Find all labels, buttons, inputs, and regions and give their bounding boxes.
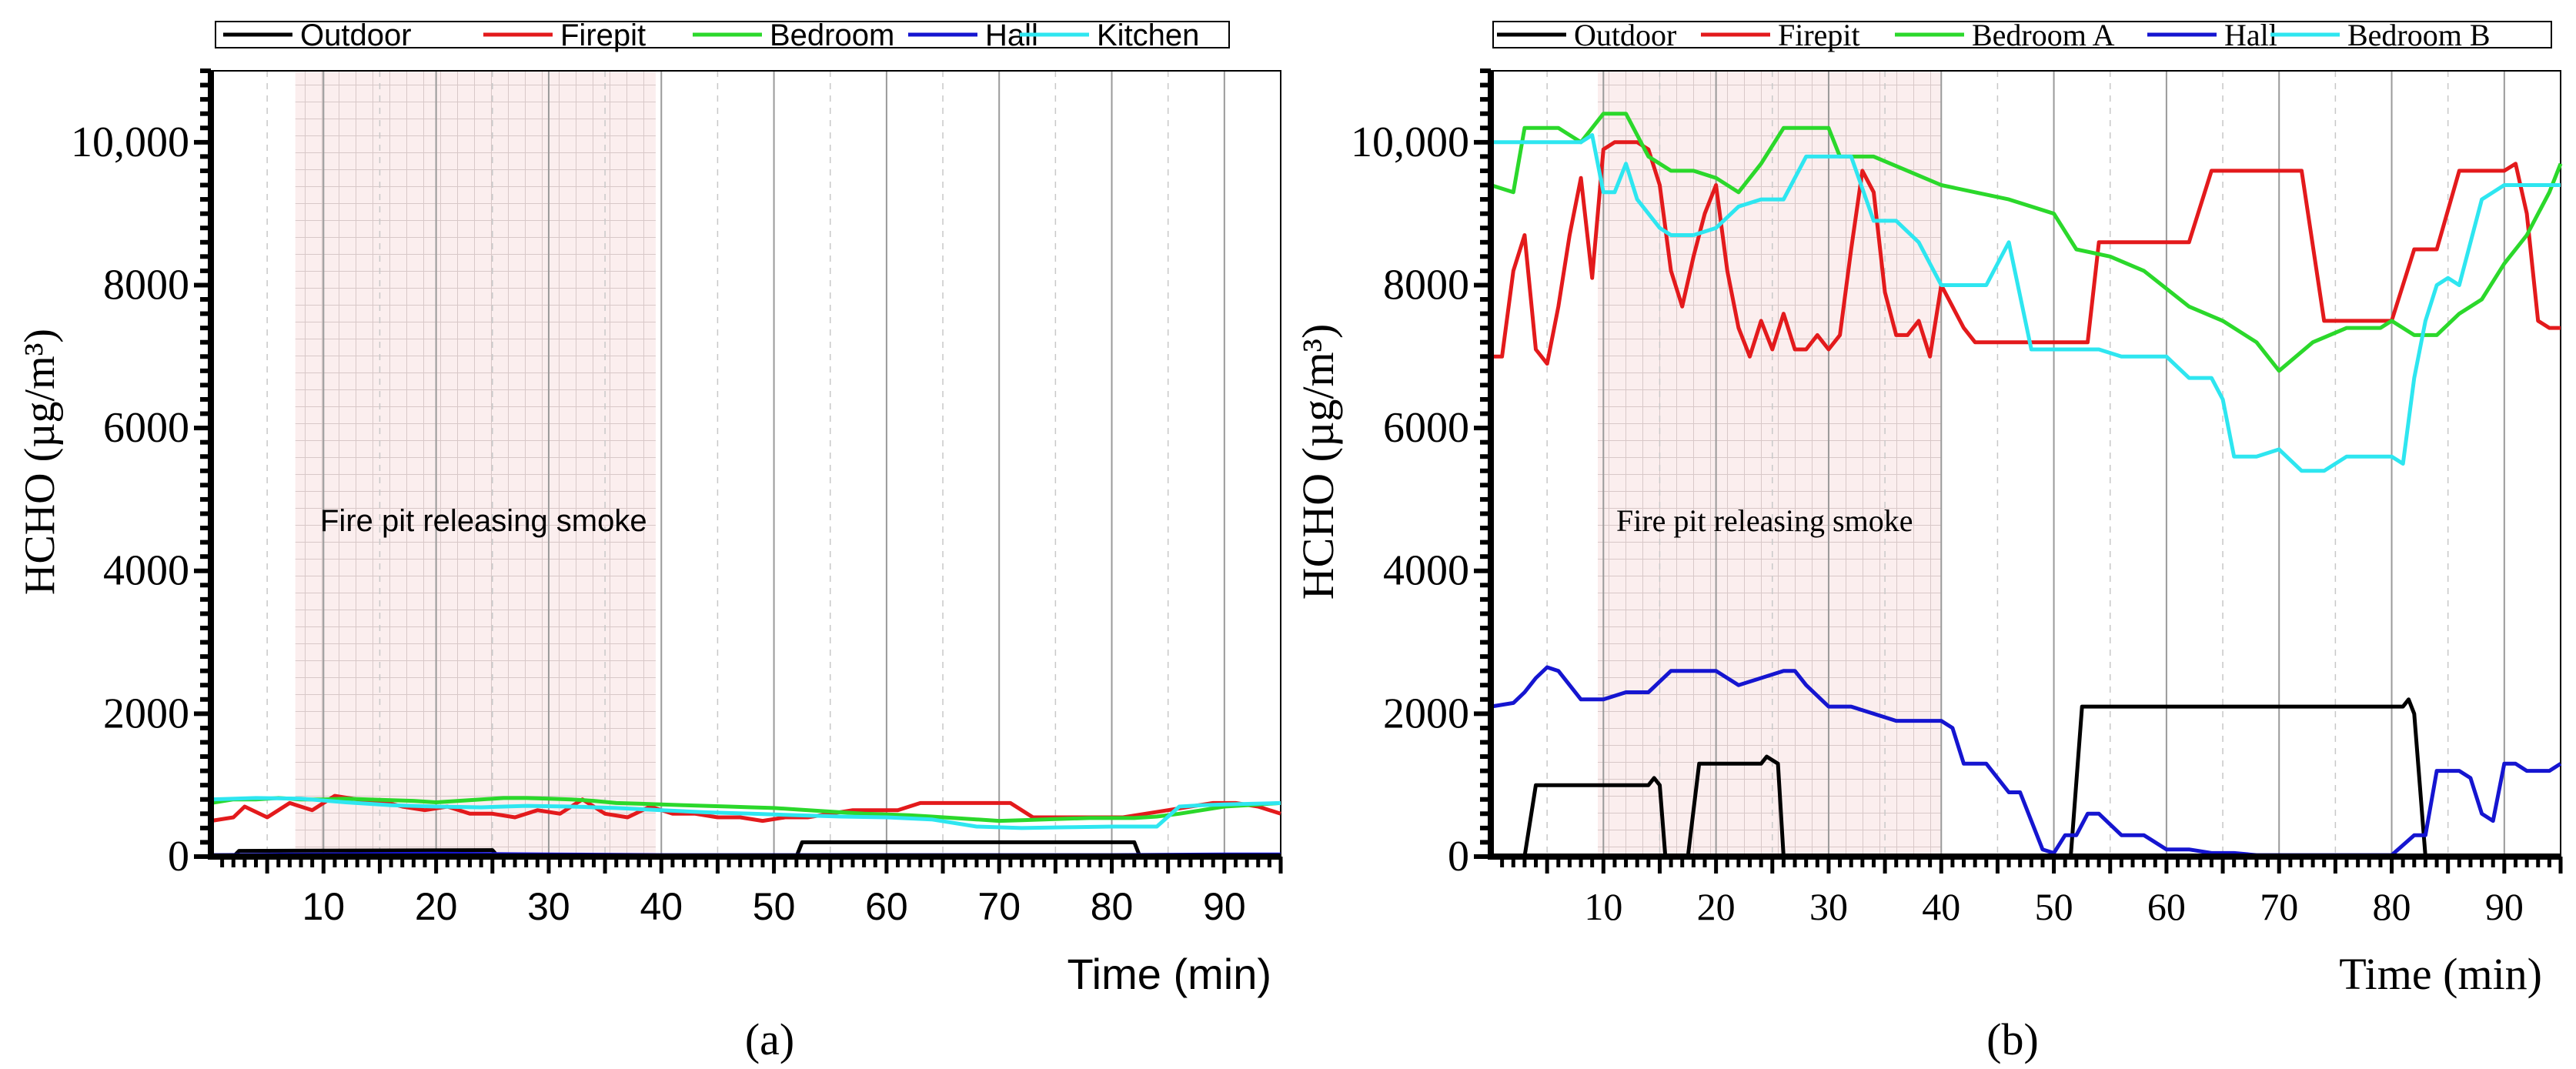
x-tick-label: 80: [1091, 885, 1134, 928]
x-tick-label: 60: [2147, 885, 2186, 928]
x-tick-label: 30: [1809, 885, 1848, 928]
x-tick-label: 10: [302, 885, 346, 928]
legend-entry-label: Outdoor: [1574, 18, 1676, 52]
x-tick-label: 50: [2035, 885, 2073, 928]
legend-entry-label: Outdoor: [300, 18, 412, 52]
series-line-outdoor: [1519, 697, 2561, 859]
smoke-period-shading: [295, 71, 656, 857]
y-tick-label: 8000: [103, 261, 189, 309]
series-line-firepit: [1491, 140, 2561, 366]
series-line-bedroom-b: [1491, 133, 2561, 473]
legend: [1492, 21, 2552, 48]
legend-entry-label: Firepit: [1778, 18, 1860, 52]
legend-entry-label: Kitchen: [1097, 18, 1199, 52]
chart-panel-a: 0 2000 4000 6000 8000 10,000 10 20 30 40 50 60 70 80 9…: [16, 18, 1283, 1064]
y-axis-label: HCHO (µg/m³): [1293, 324, 1343, 600]
x-axis-label: Time (min): [1067, 950, 1271, 998]
series-line-bedroom-a: [1490, 112, 2563, 373]
y-axis-label: HCHO (µg/m³): [16, 329, 64, 595]
legend-entry-label: Bedroom: [770, 18, 894, 52]
x-tick-label: 50: [753, 885, 796, 928]
smoke-annotation: Fire pit releasing smoke: [320, 504, 647, 538]
x-tick-label: 40: [1922, 885, 1960, 928]
legend-entry-label: Bedroom A: [1972, 18, 2115, 52]
x-tick-label: 70: [977, 885, 1021, 928]
series-line-bedroom: [210, 796, 1281, 823]
y-tick-label: 4000: [1383, 547, 1469, 595]
x-tick-label: 70: [2260, 885, 2298, 928]
y-tick-label: 2000: [1383, 690, 1469, 737]
panel-label: (a): [745, 1014, 794, 1064]
chart-panel-b: 0 2000 4000 6000 8000 10,000 10 20 30 40 50 60 70 80 9…: [1293, 18, 2563, 1064]
x-tick-label: 80: [2373, 885, 2411, 928]
legend-entry-label: Bedroom B: [2347, 18, 2491, 52]
x-tick-label: 10: [1584, 885, 1622, 928]
x-tick-label: 60: [865, 885, 908, 928]
y-tick-label: 10,000: [71, 119, 189, 166]
y-tick-label: 10,000: [1351, 119, 1469, 166]
x-tick-label: 20: [1697, 885, 1736, 928]
x-tick-label: 90: [2485, 885, 2524, 928]
x-tick-label: 40: [640, 885, 683, 928]
smoke-annotation: Fire pit releasing smoke: [1616, 503, 1913, 538]
panel-label: (b): [1986, 1014, 2039, 1064]
y-tick-label: 0: [1448, 833, 1469, 880]
x-axis-label: Time (min): [2339, 949, 2542, 999]
x-tick-label: 30: [527, 885, 570, 928]
y-tick-label: 6000: [1383, 404, 1469, 452]
y-tick-label: 2000: [103, 690, 189, 737]
y-tick-label: 4000: [103, 547, 189, 595]
x-tick-label: 90: [1203, 885, 1246, 928]
y-tick-label: 6000: [103, 404, 189, 452]
x-tick-label: 20: [415, 885, 458, 928]
legend-entry-label: Firepit: [560, 18, 646, 52]
y-tick-label: 0: [168, 833, 189, 880]
series-line-kitchen: [210, 796, 1281, 830]
series-line-hall: [1490, 665, 2562, 857]
smoke-period-shading: [1598, 71, 1942, 857]
legend-entry-label: Hall: [2224, 18, 2277, 52]
y-tick-label: 8000: [1383, 261, 1469, 309]
